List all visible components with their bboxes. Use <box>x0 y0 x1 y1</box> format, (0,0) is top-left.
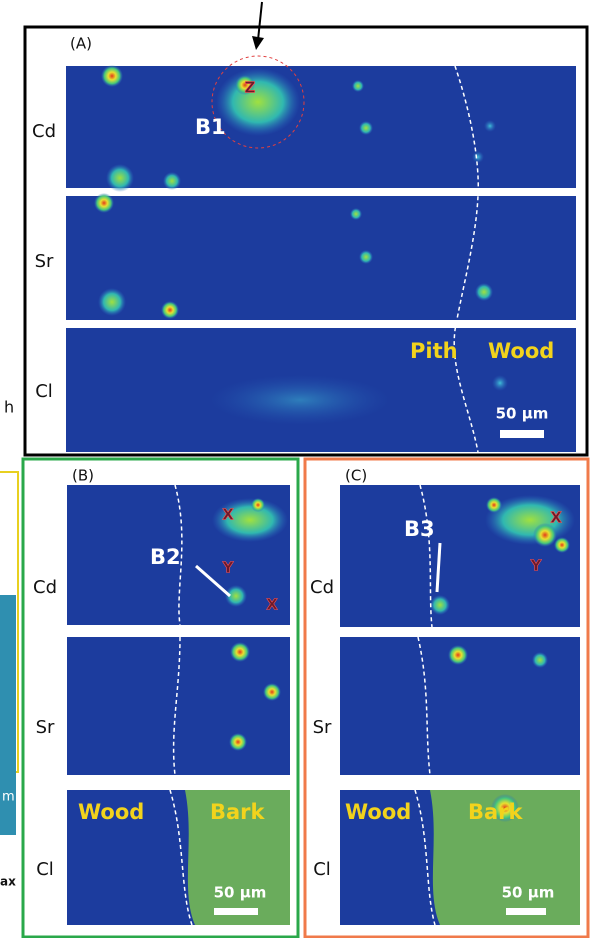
arrow-head <box>252 36 264 50</box>
region-label: Wood <box>488 339 554 363</box>
hotspots <box>212 498 288 751</box>
row-label: Cl <box>36 859 54 880</box>
callout: B1 <box>195 115 226 139</box>
boundary <box>453 65 480 453</box>
fragment: ax <box>0 875 16 889</box>
hotspots <box>94 65 508 425</box>
row-label: Cd <box>310 577 334 598</box>
region-outline <box>211 55 305 149</box>
callout: B3 <box>404 517 435 541</box>
row-label: Sr <box>313 717 332 738</box>
panel-frame <box>303 457 590 938</box>
arrow <box>435 542 442 593</box>
region-label: Bark <box>210 800 266 824</box>
partial-map <box>0 595 16 835</box>
scale-label: 50 µm <box>496 405 549 423</box>
row-label: Cd <box>33 577 57 598</box>
row-label: Sr <box>35 251 54 272</box>
scale-label: 50 µm <box>214 884 267 902</box>
scale-bar <box>214 908 258 915</box>
panel-label: (B) <box>72 467 94 485</box>
boundary <box>169 484 193 926</box>
fragment: m <box>2 790 15 805</box>
panel-frame <box>21 457 300 938</box>
region-label: Wood <box>78 800 144 824</box>
callout: B2 <box>150 545 181 569</box>
scale-label: 50 µm <box>502 884 555 902</box>
scale-bar <box>500 430 544 438</box>
map <box>66 196 576 320</box>
marker: Z <box>245 79 256 97</box>
marker: X <box>222 506 234 524</box>
panel-label: (C) <box>345 467 367 485</box>
boundary <box>414 484 436 926</box>
map <box>66 66 576 188</box>
hotspots <box>430 495 575 822</box>
scale-bar <box>506 908 546 915</box>
arrow <box>195 564 231 598</box>
marker: Y <box>530 557 543 575</box>
bark-zone <box>185 790 290 925</box>
row-label: Cl <box>35 381 53 402</box>
marker: X <box>550 509 562 527</box>
region-label: Bark <box>468 800 524 824</box>
panel-label: (A) <box>70 35 92 53</box>
map <box>67 637 290 775</box>
row-label: Sr <box>36 717 55 738</box>
row-label: Cl <box>313 859 331 880</box>
fragment: h <box>4 398 14 417</box>
panel-frame <box>23 25 589 457</box>
arrow <box>257 1 263 41</box>
region-label: Wood <box>345 800 411 824</box>
row-label: Cd <box>32 121 56 142</box>
marker: Y <box>222 559 235 577</box>
marker: X <box>266 596 278 614</box>
region-label: Pith <box>410 339 458 363</box>
bark-zone <box>430 790 580 925</box>
